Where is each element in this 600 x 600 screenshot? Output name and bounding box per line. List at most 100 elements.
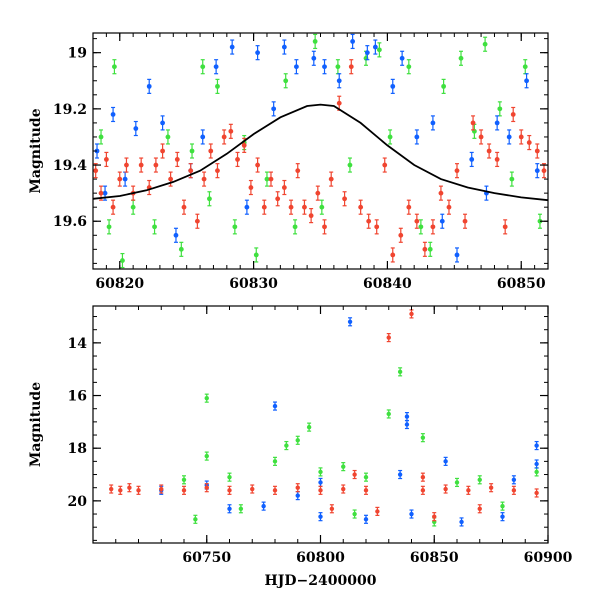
green-data-point (272, 456, 278, 466)
x-tick-label: 60750 (182, 550, 231, 566)
blue-data-point (439, 213, 445, 229)
red-data-point (494, 151, 500, 168)
red-data-point (486, 143, 492, 159)
red-data-point (430, 219, 436, 235)
full-axes: 60750 60800 60850 60900 14 16 18 20 Magnitude HJD… (28, 306, 573, 589)
blue-data-point (244, 199, 250, 215)
red-data-point (146, 179, 152, 196)
red-data-point (414, 213, 420, 229)
red-data-point (261, 199, 267, 215)
x-tick-label: 60820 (95, 276, 144, 292)
red-data-point (288, 199, 294, 215)
green-data-point (534, 467, 539, 477)
y-tick-label: 19.6 (53, 214, 87, 230)
red-data-point (470, 115, 476, 131)
green-data-point (238, 504, 244, 514)
blue-data-point (336, 73, 342, 89)
green-data-point (204, 451, 209, 461)
red-data-point (488, 483, 494, 493)
green-data-point (152, 219, 157, 235)
green-data-point (482, 36, 488, 52)
blue-data-point (281, 39, 287, 55)
x-tick-label: 60840 (363, 276, 412, 292)
blue-data-point (524, 73, 529, 89)
zoomed-plot-area (93, 33, 548, 269)
red-data-point (438, 185, 444, 201)
red-data-point (268, 171, 274, 187)
red-data-point (363, 485, 369, 495)
x-tick-label: 60850 (497, 276, 546, 292)
green-data-point (341, 462, 346, 472)
blue-data-point (110, 106, 116, 123)
red-data-point (534, 488, 539, 498)
red-data-point (518, 129, 524, 145)
blue-data-point (94, 143, 100, 159)
blue-data-point (272, 401, 278, 411)
green-data-point (397, 367, 403, 377)
red-data-point (308, 208, 314, 224)
blue-data-point (261, 501, 266, 511)
green-data-point (264, 171, 270, 187)
green-data-point (232, 219, 238, 235)
red-data-point (478, 129, 484, 145)
y-axis-label: Magnitude (28, 382, 44, 467)
blue-data-point (409, 509, 414, 519)
blue-data-point (363, 514, 369, 524)
red-data-point (117, 171, 123, 187)
blue-data-point (255, 45, 261, 61)
blue-data-point (227, 504, 232, 514)
red-data-point (201, 171, 207, 187)
green-data-point (227, 472, 232, 482)
green-data-point (376, 42, 382, 58)
green-data-point (165, 129, 171, 145)
red-data-point (511, 485, 517, 495)
green-data-point (335, 59, 341, 75)
y-tick-label: 20 (68, 494, 88, 510)
x-tick-label: 60830 (229, 276, 278, 292)
blue-data-point (271, 101, 277, 117)
green-data-point (189, 143, 195, 159)
zoomed-axes: 60820 60830 60840 60850 19 19.2 19.4 19.6 Magnit… (28, 33, 549, 292)
blue-data-point (133, 120, 139, 137)
blue-data-point (322, 59, 327, 75)
red-data-point (208, 143, 214, 159)
red-data-point (398, 227, 404, 243)
red-data-point (315, 185, 321, 201)
red-data-point (204, 483, 209, 493)
red-data-point (382, 157, 388, 173)
red-data-point (235, 151, 240, 168)
green-data-point (292, 219, 298, 235)
red-data-point (466, 485, 471, 495)
red-data-point (275, 191, 281, 207)
red-data-point (318, 485, 323, 495)
green-data-point (347, 157, 353, 173)
blue-data-point (534, 163, 540, 179)
green-data-point (427, 241, 433, 257)
green-data-point (98, 129, 104, 145)
red-data-point (462, 213, 468, 229)
red-data-point (352, 469, 357, 480)
green-data-point (295, 435, 300, 445)
y-tick-label: 18 (68, 441, 87, 457)
y-tick-label: 19.2 (53, 102, 87, 118)
zoomed-light-curve-panel: 60820 60830 60840 60850 19 19.2 19.4 19.6 Magnit… (28, 32, 549, 292)
green-data-point (178, 241, 184, 257)
green-data-point (363, 472, 369, 482)
blue-data-point (494, 115, 500, 131)
red-data-point (454, 163, 460, 179)
red-data-point (227, 485, 232, 495)
green-data-point (387, 129, 393, 145)
red-data-point (295, 163, 301, 179)
red-data-point (250, 484, 255, 494)
blue-data-point (294, 59, 299, 75)
red-data-point (390, 247, 396, 263)
green-data-point (454, 477, 460, 488)
green-data-point (284, 440, 289, 451)
green-data-point (386, 409, 391, 419)
red-data-point (109, 484, 114, 494)
green-data-point (283, 73, 289, 89)
red-data-point (526, 134, 532, 151)
green-data-point (509, 171, 515, 187)
blue-data-point (347, 317, 353, 327)
green-data-point (477, 475, 482, 485)
